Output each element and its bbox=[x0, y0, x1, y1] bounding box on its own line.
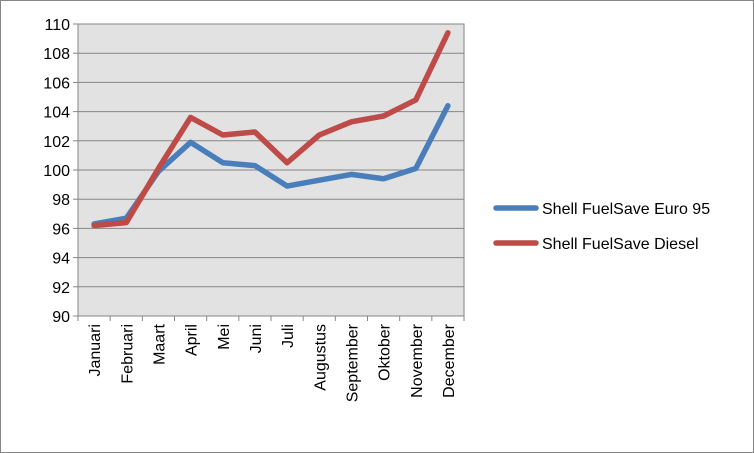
x-tick-label: Februari bbox=[119, 324, 136, 384]
y-tick-label: 108 bbox=[43, 46, 70, 63]
x-tick-label: Juli bbox=[280, 324, 297, 348]
y-tick-label: 94 bbox=[52, 251, 70, 268]
legend-label-1: Shell FuelSave Euro 95 bbox=[542, 201, 710, 218]
legend: Shell FuelSave Euro 95 Shell FuelSave Die… bbox=[493, 201, 710, 253]
x-tick-label: September bbox=[344, 323, 361, 402]
y-tick-label: 106 bbox=[43, 75, 70, 92]
y-tick-label: 92 bbox=[52, 280, 70, 297]
x-tick-label: Mei bbox=[216, 324, 233, 350]
axes bbox=[77, 24, 465, 321]
x-tick-label: December bbox=[441, 323, 458, 397]
x-tick-label: Januari bbox=[87, 324, 104, 376]
x-tick-label: Oktober bbox=[377, 323, 394, 381]
series-lines bbox=[91, 30, 451, 229]
x-tick-labels: Januari Februari Maart April Mei Juni Juli Augu… bbox=[87, 323, 458, 402]
gridlines bbox=[73, 23, 464, 317]
x-tick-label: April bbox=[184, 324, 201, 356]
x-tick-label: Maart bbox=[151, 323, 168, 364]
y-tick-label: 90 bbox=[52, 309, 70, 326]
x-tick-label: Augustus bbox=[312, 324, 329, 391]
series-line-2 bbox=[91, 30, 451, 229]
y-tick-label: 100 bbox=[43, 163, 70, 180]
y-tick-labels: 90 92 94 96 98 100 102 104 106 108 110 bbox=[43, 17, 70, 326]
x-tick-label: November bbox=[409, 323, 426, 397]
legend-label-2: Shell FuelSave Diesel bbox=[542, 236, 699, 253]
y-tick-label: 104 bbox=[43, 105, 70, 122]
y-tick-label: 110 bbox=[44, 17, 70, 34]
y-tick-label: 102 bbox=[43, 134, 70, 151]
y-tick-label: 98 bbox=[52, 192, 70, 209]
y-tick-label: 96 bbox=[52, 221, 70, 238]
x-tick-label: Juni bbox=[248, 324, 265, 353]
